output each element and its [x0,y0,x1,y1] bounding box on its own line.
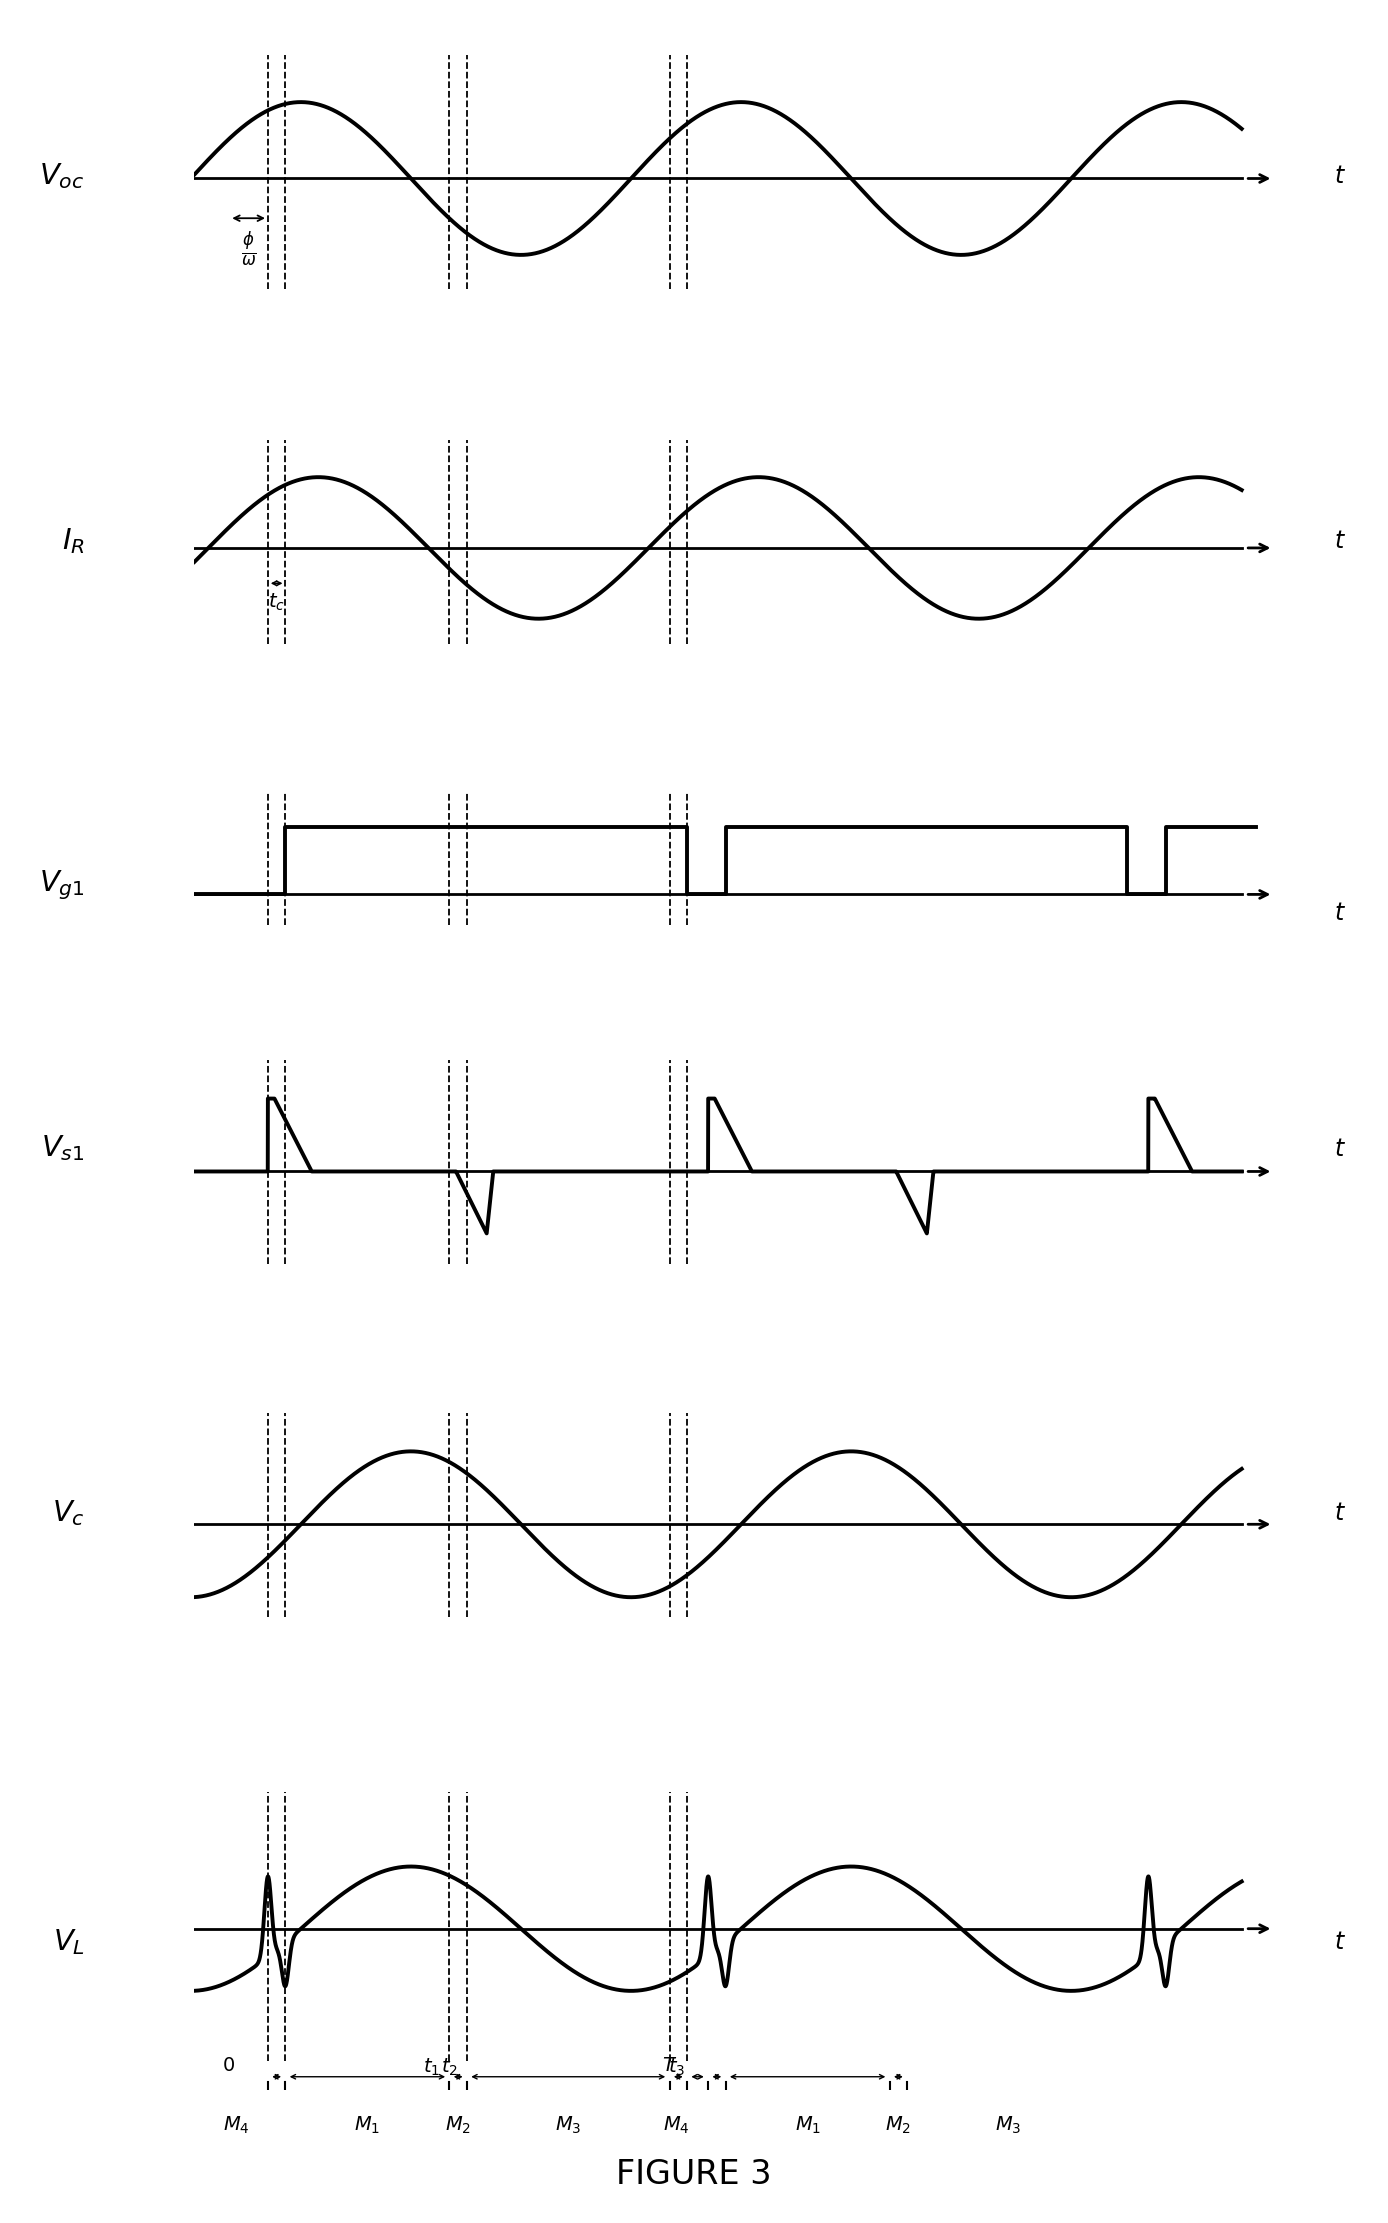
Text: $V_c$: $V_c$ [51,1498,85,1527]
Text: t: t [1335,529,1344,554]
Text: $T$: $T$ [662,2056,677,2076]
Text: $t_c$: $t_c$ [268,591,285,614]
Text: $V_L$: $V_L$ [53,1927,85,1956]
Text: t: t [1335,1136,1344,1160]
Text: FIGURE 3: FIGURE 3 [616,2159,772,2190]
Text: t: t [1335,1930,1344,1954]
Text: t: t [1335,900,1344,925]
Text: t: t [1335,1501,1344,1525]
Text: $M_4$: $M_4$ [663,2114,690,2136]
Text: $I_R$: $I_R$ [62,527,85,556]
Text: $M_3$: $M_3$ [555,2114,582,2136]
Text: $\frac{\phi}{\omega}$: $\frac{\phi}{\omega}$ [240,229,257,269]
Text: $M_4$: $M_4$ [223,2114,250,2136]
Text: $t_1$: $t_1$ [423,2056,440,2079]
Text: $M_3$: $M_3$ [995,2114,1022,2136]
Text: $M_1$: $M_1$ [354,2114,380,2136]
Text: $M_2$: $M_2$ [446,2114,472,2136]
Text: $V_{s1}$: $V_{s1}$ [42,1134,85,1163]
Text: $M_1$: $M_1$ [794,2114,820,2136]
Text: $V_{oc}$: $V_{oc}$ [39,162,85,191]
Text: t: t [1335,165,1344,189]
Text: $t_2$: $t_2$ [441,2056,458,2079]
Text: $M_2$: $M_2$ [886,2114,912,2136]
Text: $V_{g1}$: $V_{g1}$ [39,867,85,903]
Text: 0: 0 [223,2056,236,2076]
Text: $t_3$: $t_3$ [668,2056,686,2079]
